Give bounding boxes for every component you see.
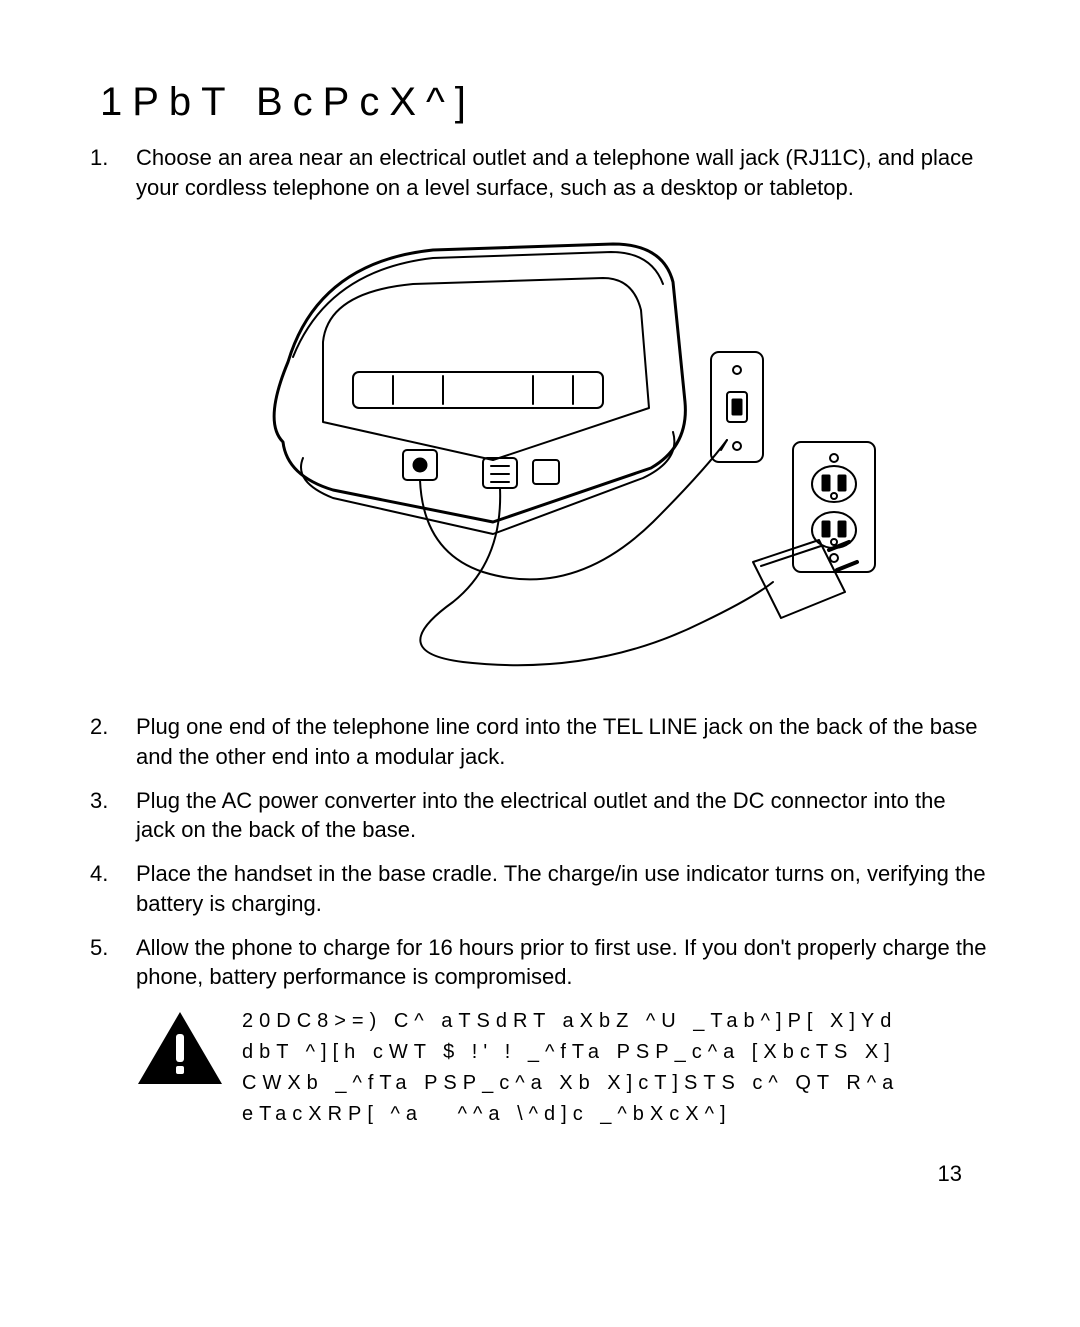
phone-base-illustration-svg [233, 222, 893, 682]
step-2: 2. Plug one end of the telephone line co… [90, 712, 990, 771]
caution-line-2: dbT ^][h cWT $ !' ! _^fTa PSP_c^a [XbcTS… [242, 1041, 896, 1063]
step-text: Plug one end of the telephone line cord … [136, 714, 977, 769]
step-5: 5. Allow the phone to charge for 16 hour… [90, 933, 990, 992]
connection-figure [136, 222, 990, 682]
step-text: Allow the phone to charge for 16 hours p… [136, 935, 986, 990]
step-number: 5. [90, 933, 126, 963]
caution-block: 20DC8>=) C^ aTSdRT aXbZ ^U _Tab^]P[ X]Yd… [90, 1006, 990, 1130]
step-4: 4. Place the handset in the base cradle.… [90, 859, 990, 918]
page-title: 1PbT BcPcX^] [100, 80, 990, 125]
caution-line-1: 20DC8>=) C^ aTSdRT aXbZ ^U _Tab^]P[ X]Yd [242, 1010, 897, 1032]
manual-page: 1PbT BcPcX^] 1. Choose an area near an e… [0, 0, 1080, 1327]
step-number: 2. [90, 712, 126, 742]
step-text: Choose an area near an electrical outlet… [136, 145, 973, 200]
step-text: Place the handset in the base cradle. Th… [136, 861, 986, 916]
step-number: 3. [90, 786, 126, 816]
step-3: 3. Plug the AC power converter into the … [90, 786, 990, 845]
step-number: 1. [90, 143, 126, 173]
instruction-list: 1. Choose an area near an electrical out… [90, 143, 990, 992]
step-1: 1. Choose an area near an electrical out… [90, 143, 990, 682]
warning-icon [136, 1010, 224, 1088]
caution-text: 20DC8>=) C^ aTSdRT aXbZ ^U _Tab^]P[ X]Yd… [242, 1006, 899, 1130]
step-text: Plug the AC power converter into the ele… [136, 788, 946, 843]
caution-line-4: eTacXRP[ ^a ^^a \^d]c _^bXcX^] [242, 1103, 732, 1125]
caution-line-3: CWXb _^fTa PSP_c^a Xb X]cT]STS c^ QT R^a [242, 1072, 899, 1094]
page-number: 13 [938, 1161, 962, 1187]
step-number: 4. [90, 859, 126, 889]
